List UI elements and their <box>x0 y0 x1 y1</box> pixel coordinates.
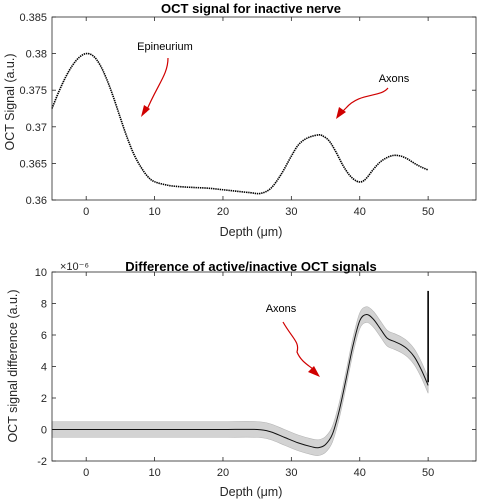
x-tick-label: 30 <box>285 206 297 218</box>
x-tick-label: 10 <box>148 467 160 479</box>
chart-bottom-x-axis-label: Depth (μm) <box>220 485 283 499</box>
chart-top-y-tick-labels: 0.36 0.365 0.37 0.375 0.38 0.385 <box>19 12 47 207</box>
chart-top-frame <box>51 16 477 201</box>
chart-top-series-line <box>51 52 429 195</box>
y-tick-label: 4 <box>41 362 47 374</box>
chart-bottom-series-line <box>52 314 429 449</box>
y-tick-label: 0 <box>41 425 47 437</box>
x-tick-label: 20 <box>217 206 229 218</box>
x-tick-label: 40 <box>354 206 366 218</box>
chart-top: OCT signal for inactive nerve 0.360.3650… <box>3 1 477 239</box>
x-tick-label: 0 <box>83 206 89 218</box>
arrow-epineurium <box>141 57 169 117</box>
chart-top-title: OCT signal for inactive nerve <box>161 1 341 16</box>
x-tick-label: 50 <box>422 206 434 218</box>
x-tick-label: 50 <box>422 467 434 479</box>
chart-bottom-y-axis-label: OCT signal difference (a.u.) <box>6 289 20 442</box>
x-tick-label: 10 <box>148 206 160 218</box>
y-tick-label: 0.385 <box>19 12 47 24</box>
chart-top-x-tick-labels: 0 10 20 30 40 50 <box>83 206 434 218</box>
arrow-axons-bottom <box>282 321 320 377</box>
annotation-epineurium: Epineurium <box>137 41 193 53</box>
y-tick-label: 6 <box>41 330 47 342</box>
y-tick-label: 10 <box>35 267 47 279</box>
chart-bottom-frame <box>51 271 477 462</box>
chart-bottom-y-exponent: ×10⁻⁶ <box>60 261 89 273</box>
y-tick-label: 0.37 <box>26 122 47 134</box>
x-tick-label: 20 <box>217 467 229 479</box>
chart-bottom-x-tick-labels: 0 10 20 30 40 50 <box>83 467 434 479</box>
chart-bottom-title: Difference of active/inactive OCT signal… <box>125 259 376 274</box>
x-tick-label: 30 <box>285 467 297 479</box>
annotation-axons-top: Axons <box>379 73 410 85</box>
y-tick-label: 0.365 <box>19 158 47 170</box>
chart-top-ticks <box>52 16 476 201</box>
chart-bottom: Difference of active/inactive OCT signal… <box>6 259 477 499</box>
arrow-axons-top <box>336 87 389 119</box>
x-tick-label: 40 <box>354 467 366 479</box>
chart-top-x-axis-label: Depth (μm) <box>220 225 283 239</box>
y-tick-label: 0.375 <box>19 85 47 97</box>
chart-top-y-axis-label: OCT Signal (a.u.) <box>3 53 17 150</box>
y-tick-label: 0.36 <box>26 195 47 207</box>
annotation-axons-bottom: Axons <box>266 303 297 315</box>
chart-bottom-error-band <box>51 306 429 456</box>
x-tick-label: 0 <box>83 467 89 479</box>
y-tick-label: 8 <box>41 299 47 311</box>
y-tick-label: -2 <box>37 456 47 468</box>
chart-bottom-y-tick-labels: -2 0 2 4 6 8 10 <box>35 267 47 468</box>
y-tick-label: 0.38 <box>26 49 47 61</box>
y-tick-label: 2 <box>41 393 47 405</box>
